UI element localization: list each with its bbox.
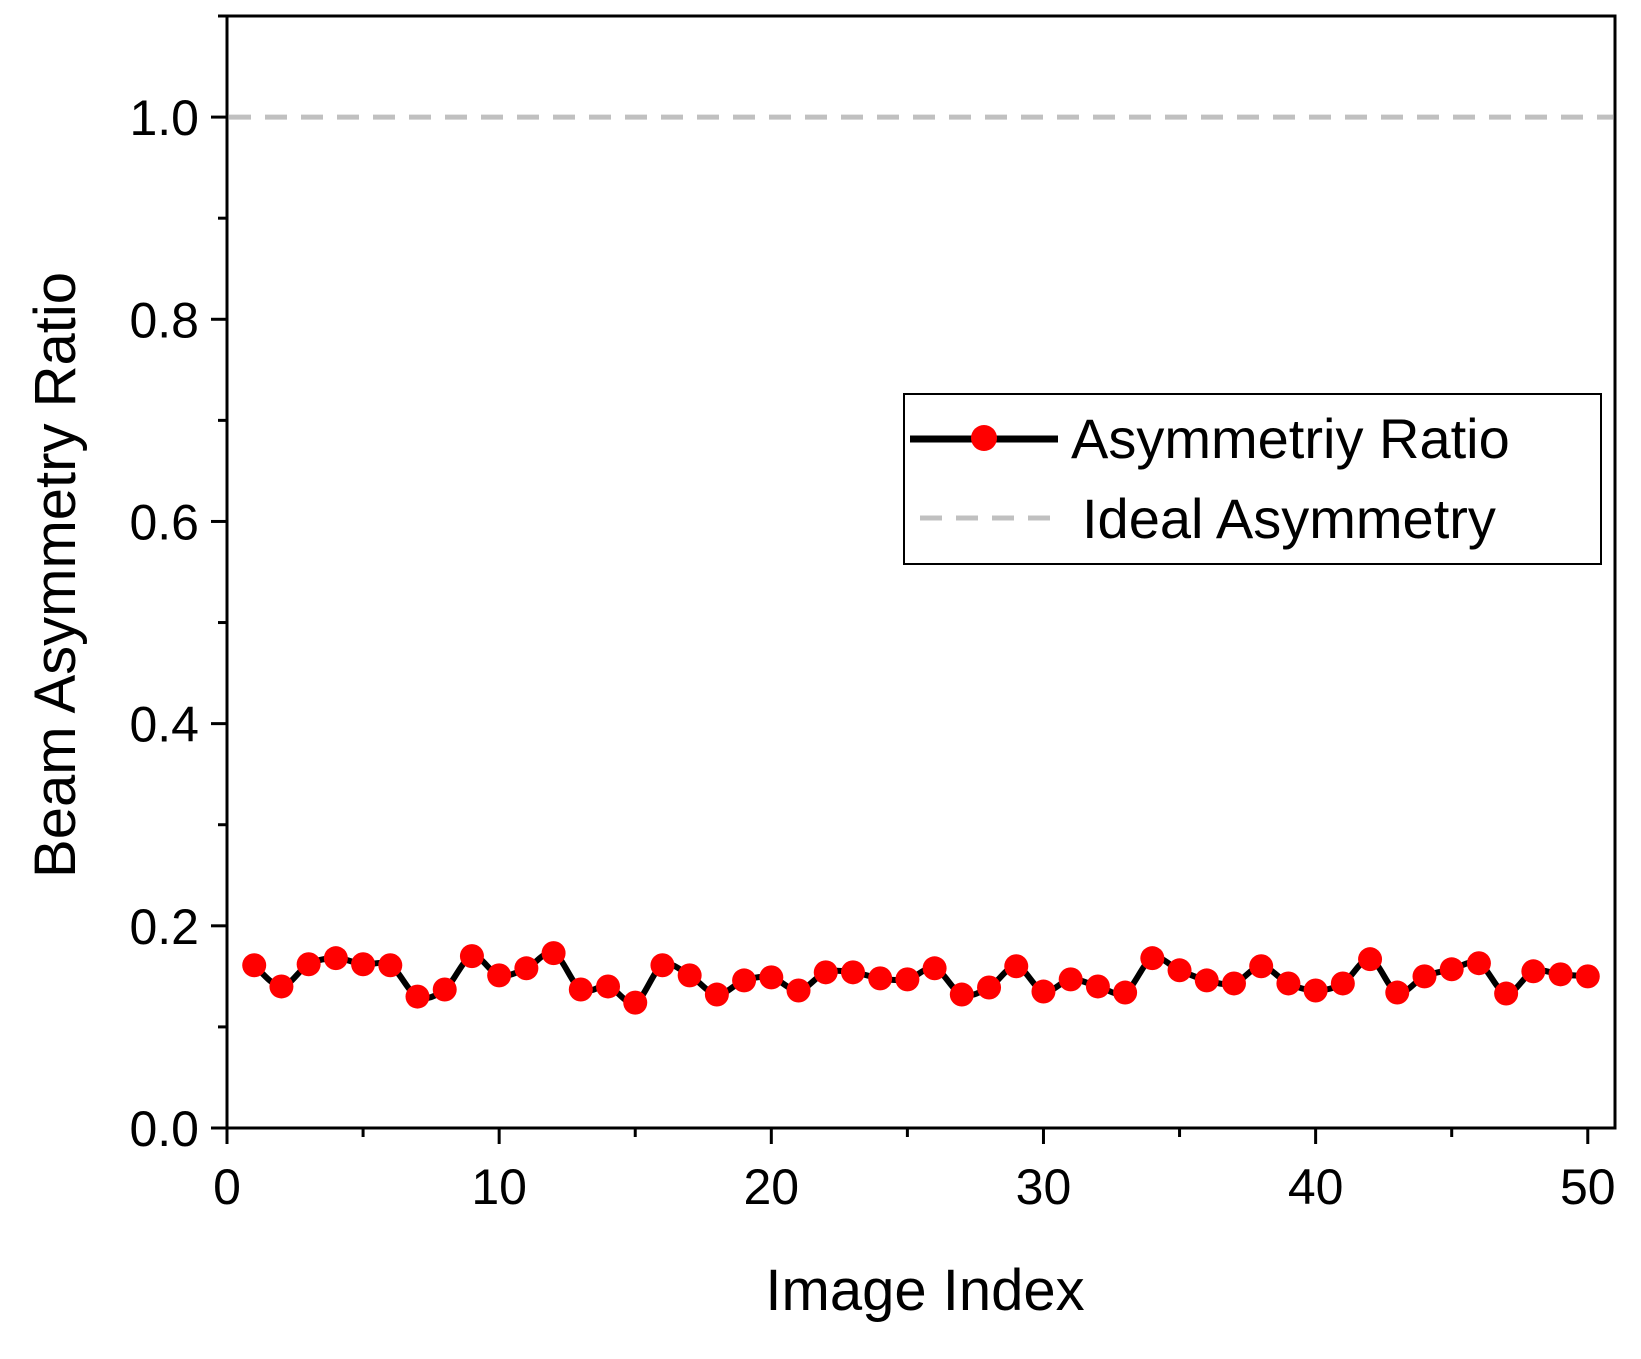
x-axis-title: Image Index [765, 1258, 1084, 1323]
asymmetry-ratio-point [1358, 947, 1383, 972]
legend-label-asymmetry: Asymmetriy Ratio [1071, 407, 1510, 470]
asymmetry-ratio-point [541, 941, 566, 966]
asymmetry-ratio-point [1303, 978, 1328, 1003]
x-tick-label: 50 [1560, 1159, 1616, 1215]
x-tick-label: 20 [744, 1159, 800, 1215]
asymmetry-ratio-point [895, 967, 920, 992]
asymmetry-ratio-point [1494, 981, 1519, 1006]
asymmetry-ratio-point [568, 977, 593, 1002]
axis-ticks: 0 10 20 30 40 50 0.0 0.2 0.4 0.6 0.8 1.0 [129, 14, 1616, 1215]
asymmetry-ratio-point [868, 966, 893, 991]
asymmetry-ratio-point [459, 944, 484, 969]
asymmetry-ratio-point [296, 952, 321, 977]
asymmetry-ratio-point [677, 963, 702, 988]
y-tick-label: 1.0 [129, 90, 199, 146]
y-tick-label: 0.0 [129, 1101, 199, 1157]
series-layer [229, 114, 1613, 1015]
asymmetry-ratio-point [732, 968, 757, 993]
asymmetry-ratio-point [623, 990, 648, 1015]
asymmetry-ratio-point [1412, 964, 1437, 989]
asymmetry-ratio-point [1221, 971, 1246, 996]
plot-frame [225, 14, 1617, 1130]
asymmetry-ratio-point [1004, 954, 1029, 979]
legend-box [903, 393, 1602, 565]
asymmetry-ratio-point [351, 952, 376, 977]
asymmetry-ratio-point [1385, 980, 1410, 1005]
legend: Asymmetriy Ratio Ideal Asymmetry [903, 393, 1602, 565]
asymmetry-ratio-point [1276, 971, 1301, 996]
x-tick-label: 30 [1016, 1159, 1072, 1215]
asymmetry-ratio-point [1466, 951, 1491, 976]
asymmetry-ratio-point [949, 982, 974, 1007]
asymmetry-ratio-point [1548, 962, 1573, 987]
y-axis-title: Beam Asymmetry Ratio [23, 272, 88, 878]
asymmetry-ratio-point [1521, 959, 1546, 984]
asymmetry-ratio-point [1194, 968, 1219, 993]
legend-marker-asymmetry [971, 425, 997, 451]
asymmetry-ratio-point [759, 965, 784, 990]
asymmetry-ratio-point [1330, 971, 1355, 996]
y-tick-label: 0.2 [129, 899, 199, 955]
y-tick-label: 0.6 [129, 494, 199, 550]
x-tick-label: 0 [213, 1159, 241, 1215]
asymmetry-ratio-point [650, 953, 675, 978]
asymmetry-ratio-point [1085, 974, 1110, 999]
asymmetry-ratio-point [596, 974, 621, 999]
asymmetry-ratio-point [405, 984, 430, 1009]
asymmetry-ratio-point [432, 977, 457, 1002]
x-tick-label: 10 [471, 1159, 527, 1215]
x-tick-label: 40 [1288, 1159, 1344, 1215]
asymmetry-ratio-point [977, 975, 1002, 1000]
asymmetry-ratio-point [786, 978, 811, 1003]
asymmetry-ratio-point [1575, 964, 1600, 989]
asymmetry-ratio-point [1249, 954, 1274, 979]
asymmetry-ratio-point [378, 953, 403, 978]
asymmetry-ratio-point [1167, 958, 1192, 983]
y-tick-label: 0.8 [129, 292, 199, 348]
asymmetry-ratio-point [1058, 967, 1083, 992]
y-tick-label: 0.4 [129, 697, 199, 753]
legend-label-ideal: Ideal Asymmetry [1082, 487, 1496, 550]
asymmetry-ratio-point [840, 960, 865, 985]
asymmetry-ratio-point [242, 953, 267, 978]
asymmetry-ratio-point [1031, 979, 1056, 1004]
asymmetry-ratio-point [922, 956, 947, 981]
asymmetry-ratio-point [813, 960, 838, 985]
asymmetry-ratio-point [704, 982, 729, 1007]
asymmetry-ratio-point [1439, 957, 1464, 982]
asymmetry-ratio-point [1140, 946, 1165, 971]
asymmetry-ratio-point [514, 956, 539, 981]
asymmetry-ratio-point [323, 946, 348, 971]
asymmetry-ratio-point [487, 963, 512, 988]
asymmetry-ratio-point [269, 974, 294, 999]
asymmetry-ratio-point [1113, 980, 1138, 1005]
